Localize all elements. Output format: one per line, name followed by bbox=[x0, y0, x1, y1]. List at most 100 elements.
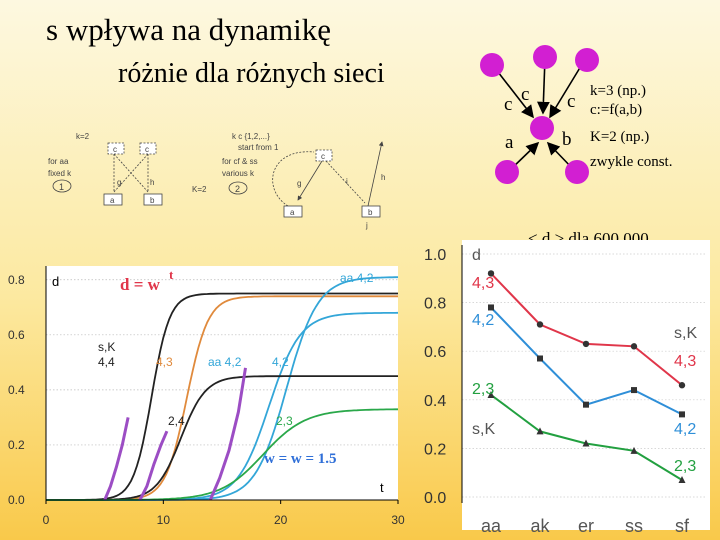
schem-c-r: c bbox=[145, 145, 149, 154]
schem-i-2: i bbox=[346, 177, 348, 186]
right-series-point-0 bbox=[536, 321, 544, 328]
node-c-top bbox=[533, 45, 557, 69]
node-c-left bbox=[480, 53, 504, 77]
formula-d: d = w bbox=[120, 275, 161, 294]
right-ytick-label: 0.4 bbox=[424, 393, 446, 410]
right-series-point-2 bbox=[582, 439, 590, 447]
right-chart: 0.0 0.2 0.4 0.6 0.8 1.0 aa ak er ss sf d s,K s,K 4… bbox=[424, 240, 710, 536]
node-c-right bbox=[575, 48, 599, 72]
right-xtick-label: er bbox=[578, 516, 594, 536]
node-c-left-label: c bbox=[504, 94, 512, 115]
param-k: k=3 (np.) bbox=[590, 83, 646, 99]
schem-g-2: g bbox=[297, 179, 301, 188]
right-legend-title: s,K bbox=[674, 325, 697, 342]
schem-b-1: b bbox=[150, 196, 155, 205]
right-series-point-0 bbox=[630, 343, 638, 350]
node-c-top-label: c bbox=[521, 84, 529, 105]
schem-for-aa: for aa bbox=[48, 157, 69, 166]
schem-various: various k bbox=[222, 169, 255, 178]
right-xtick-label: ss bbox=[625, 516, 643, 536]
schem-num-1: 1 bbox=[59, 182, 64, 192]
schem-c-2: c bbox=[321, 152, 325, 161]
right-xtick-label: sf bbox=[675, 516, 690, 536]
schem-K: K=2 bbox=[192, 185, 207, 194]
node-center bbox=[530, 116, 554, 140]
right-series-point-1 bbox=[583, 401, 589, 408]
schem-a-1: a bbox=[110, 196, 115, 205]
network-diagram: c c c a b bbox=[480, 45, 599, 184]
left-ytick-label: 0.2 bbox=[8, 438, 25, 452]
left-xtick-label: 20 bbox=[274, 513, 288, 527]
ann-24: 2,4 bbox=[168, 414, 185, 428]
label-23-right: 2,3 bbox=[674, 458, 696, 475]
schem-start: start from 1 bbox=[238, 143, 279, 152]
left-series-line-6 bbox=[103, 417, 130, 501]
left-xlabel: t bbox=[380, 480, 384, 495]
schem-a-2: a bbox=[290, 208, 295, 217]
schematic-diagram: k=2 for aa fixed k 1 c c g h a b K=2 k c… bbox=[48, 132, 385, 230]
right-series-point-0 bbox=[487, 270, 495, 277]
right-ytick-label: 0.2 bbox=[424, 441, 446, 458]
right-series-point-0 bbox=[582, 340, 590, 348]
left-ylabel: d bbox=[52, 274, 59, 289]
right-series-point-2 bbox=[630, 446, 638, 454]
schem-h-1: h bbox=[150, 178, 154, 187]
left-ytick-label: 0.4 bbox=[8, 383, 25, 397]
node-b bbox=[565, 160, 589, 184]
right-ytick-label: 1.0 bbox=[424, 247, 446, 264]
left-series-line-8 bbox=[208, 367, 247, 501]
right-ytick-label: 0.8 bbox=[424, 296, 446, 313]
right-series-point-0 bbox=[678, 382, 686, 389]
schem-h-2: h bbox=[381, 173, 385, 182]
schem-b-2: b bbox=[368, 208, 373, 217]
label-42-left: 4,2 bbox=[472, 312, 494, 329]
right-ytick-label: 0.0 bbox=[424, 490, 446, 507]
schem-c-l: c bbox=[113, 145, 117, 154]
schem-k2: k=2 bbox=[76, 132, 90, 141]
schem-g-1: g bbox=[117, 178, 121, 187]
right-series-point-2 bbox=[536, 427, 544, 435]
right-series-point-1 bbox=[679, 411, 685, 418]
param-zwykle: zwykle const. bbox=[590, 154, 673, 170]
right-series-point-1 bbox=[631, 387, 637, 394]
left-xtick-label: 0 bbox=[43, 513, 50, 527]
slide-title: s wpływa na dynamikę bbox=[46, 12, 331, 47]
right-legend-title-2: s,K bbox=[472, 421, 495, 438]
formula-w: w = w = 1.5 bbox=[264, 451, 337, 467]
right-xtick-label: ak bbox=[530, 516, 550, 536]
slide-subtitle: różnie dla różnych sieci bbox=[118, 58, 385, 89]
schem-for-cf: for cf & ss bbox=[222, 157, 258, 166]
right-ytick-label: 0.6 bbox=[424, 344, 446, 361]
label-23-left: 2,3 bbox=[472, 381, 494, 398]
ann-44: 4,4 bbox=[98, 355, 115, 369]
ann-43: 4,3 bbox=[156, 355, 173, 369]
right-xtick-label: aa bbox=[481, 516, 502, 536]
left-xtick-label: 30 bbox=[391, 513, 405, 527]
ann-sK: s,K bbox=[98, 340, 115, 354]
schem-j: j bbox=[365, 221, 368, 230]
right-series-point-1 bbox=[488, 304, 494, 311]
right-ylabel: d bbox=[472, 247, 481, 264]
node-a-label: a bbox=[505, 132, 514, 153]
left-ytick-label: 0.0 bbox=[8, 493, 25, 507]
ann-aa42-mid: aa 4,2 bbox=[208, 355, 242, 369]
left-chart: 0.0 0.2 0.4 0.6 0.8 0 10 20 30 d t d = w t w = w… bbox=[8, 266, 405, 527]
schem-k-set: k c {1,2,...} bbox=[232, 132, 270, 141]
schem-num-2: 2 bbox=[235, 184, 240, 194]
ann-23: 2,3 bbox=[276, 414, 293, 428]
left-ytick-label: 0.6 bbox=[8, 328, 25, 342]
label-43-right: 4,3 bbox=[674, 353, 696, 370]
right-series-point-2 bbox=[678, 475, 686, 483]
param-c: c:=f(a,b) bbox=[590, 102, 643, 118]
node-a bbox=[495, 160, 519, 184]
left-series-line-7 bbox=[138, 430, 169, 501]
schem-fixed-k: fixed k bbox=[48, 169, 72, 178]
left-ytick-label: 0.8 bbox=[8, 273, 25, 287]
ann-42: 4,2 bbox=[272, 355, 289, 369]
node-b-label: b bbox=[562, 129, 572, 150]
left-xtick-label: 10 bbox=[157, 513, 171, 527]
formula-t: t bbox=[169, 267, 174, 282]
param-K: K=2 (np.) bbox=[590, 129, 650, 145]
right-series-point-2 bbox=[487, 390, 495, 398]
